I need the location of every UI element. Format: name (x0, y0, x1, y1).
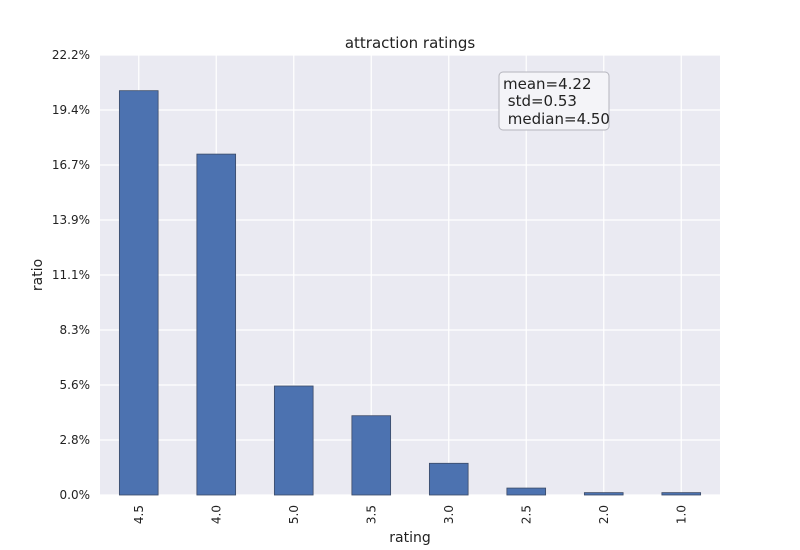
y-tick-label: 11.1% (52, 268, 90, 282)
y-tick-label: 19.4% (52, 103, 90, 117)
bar-1.0 (661, 492, 702, 496)
bar-2.5 (506, 487, 547, 496)
x-tick-label: 4.0 (209, 505, 223, 524)
chart-title: attraction ratings (345, 34, 475, 52)
y-tick-label: 8.3% (60, 323, 91, 337)
y-tick-labels: 0.0% 2.8% 5.6% 8.3% 11.1% 13.9% 16.7% 19.4% 22.2… (52, 48, 90, 502)
bar-2.0 (583, 492, 624, 496)
y-axis-label: ratio (30, 259, 46, 291)
y-tick-label: 13.9% (52, 213, 90, 227)
x-axis-label: rating (389, 530, 430, 546)
y-tick-label: 16.7% (52, 158, 90, 172)
stats-mean: mean=4.22 (503, 75, 592, 93)
stats-std: std=0.53 (503, 92, 577, 110)
bars (118, 90, 702, 496)
x-tick-label: 1.0 (674, 505, 688, 524)
bar-3.5 (351, 415, 392, 496)
bar-3.0 (428, 462, 469, 496)
y-tick-label: 22.2% (52, 48, 90, 62)
stats-box (498, 71, 610, 131)
y-tick-label: 2.8% (60, 433, 91, 447)
x-tick-label: 3.0 (442, 505, 456, 524)
x-tick-label: 2.5 (519, 505, 533, 524)
stats-annotation: mean=4.22 std=0.53 median=4.50 (498, 71, 610, 131)
bar-5.0 (273, 385, 314, 496)
x-tick-label: 5.0 (287, 505, 301, 524)
y-tick-label: 0.0% (60, 488, 91, 502)
bar-4.0 (196, 153, 237, 496)
bar-4.5 (118, 90, 159, 496)
x-tick-label: 3.5 (364, 505, 378, 524)
y-tick-label: 5.6% (60, 378, 91, 392)
x-tick-label: 4.5 (132, 505, 146, 524)
x-tick-label: 2.0 (597, 505, 611, 524)
stats-median: median=4.50 (503, 110, 610, 128)
x-tick-labels: 4.5 4.0 5.0 3.5 3.0 2.5 2.0 1.0 (132, 505, 689, 524)
